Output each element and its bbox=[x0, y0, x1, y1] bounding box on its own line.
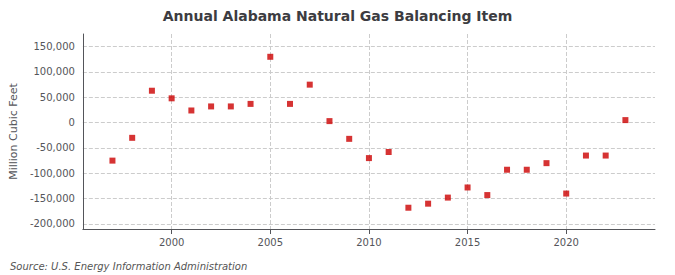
svg-text:-200,000: -200,000 bbox=[30, 218, 75, 229]
svg-text:-100,000: -100,000 bbox=[30, 168, 75, 179]
svg-text:50,000: 50,000 bbox=[40, 92, 75, 103]
svg-text:-50,000: -50,000 bbox=[36, 142, 75, 153]
svg-text:2020: 2020 bbox=[553, 237, 578, 248]
svg-text:150,000: 150,000 bbox=[34, 41, 75, 52]
svg-text:2015: 2015 bbox=[455, 237, 480, 248]
svg-text:100,000: 100,000 bbox=[34, 66, 75, 77]
svg-text:0: 0 bbox=[68, 117, 74, 128]
svg-text:2005: 2005 bbox=[258, 237, 283, 248]
svg-text:2000: 2000 bbox=[159, 237, 184, 248]
svg-text:Annual Alabama Natural Gas Bal: Annual Alabama Natural Gas Balancing Ite… bbox=[163, 8, 513, 24]
svg-text:Million Cubic Feet: Million Cubic Feet bbox=[7, 82, 20, 179]
svg-text:2010: 2010 bbox=[356, 237, 381, 248]
svg-text:Source: U.S. Energy Informatio: Source: U.S. Energy Information Administ… bbox=[10, 261, 247, 272]
svg-text:-150,000: -150,000 bbox=[30, 193, 75, 204]
